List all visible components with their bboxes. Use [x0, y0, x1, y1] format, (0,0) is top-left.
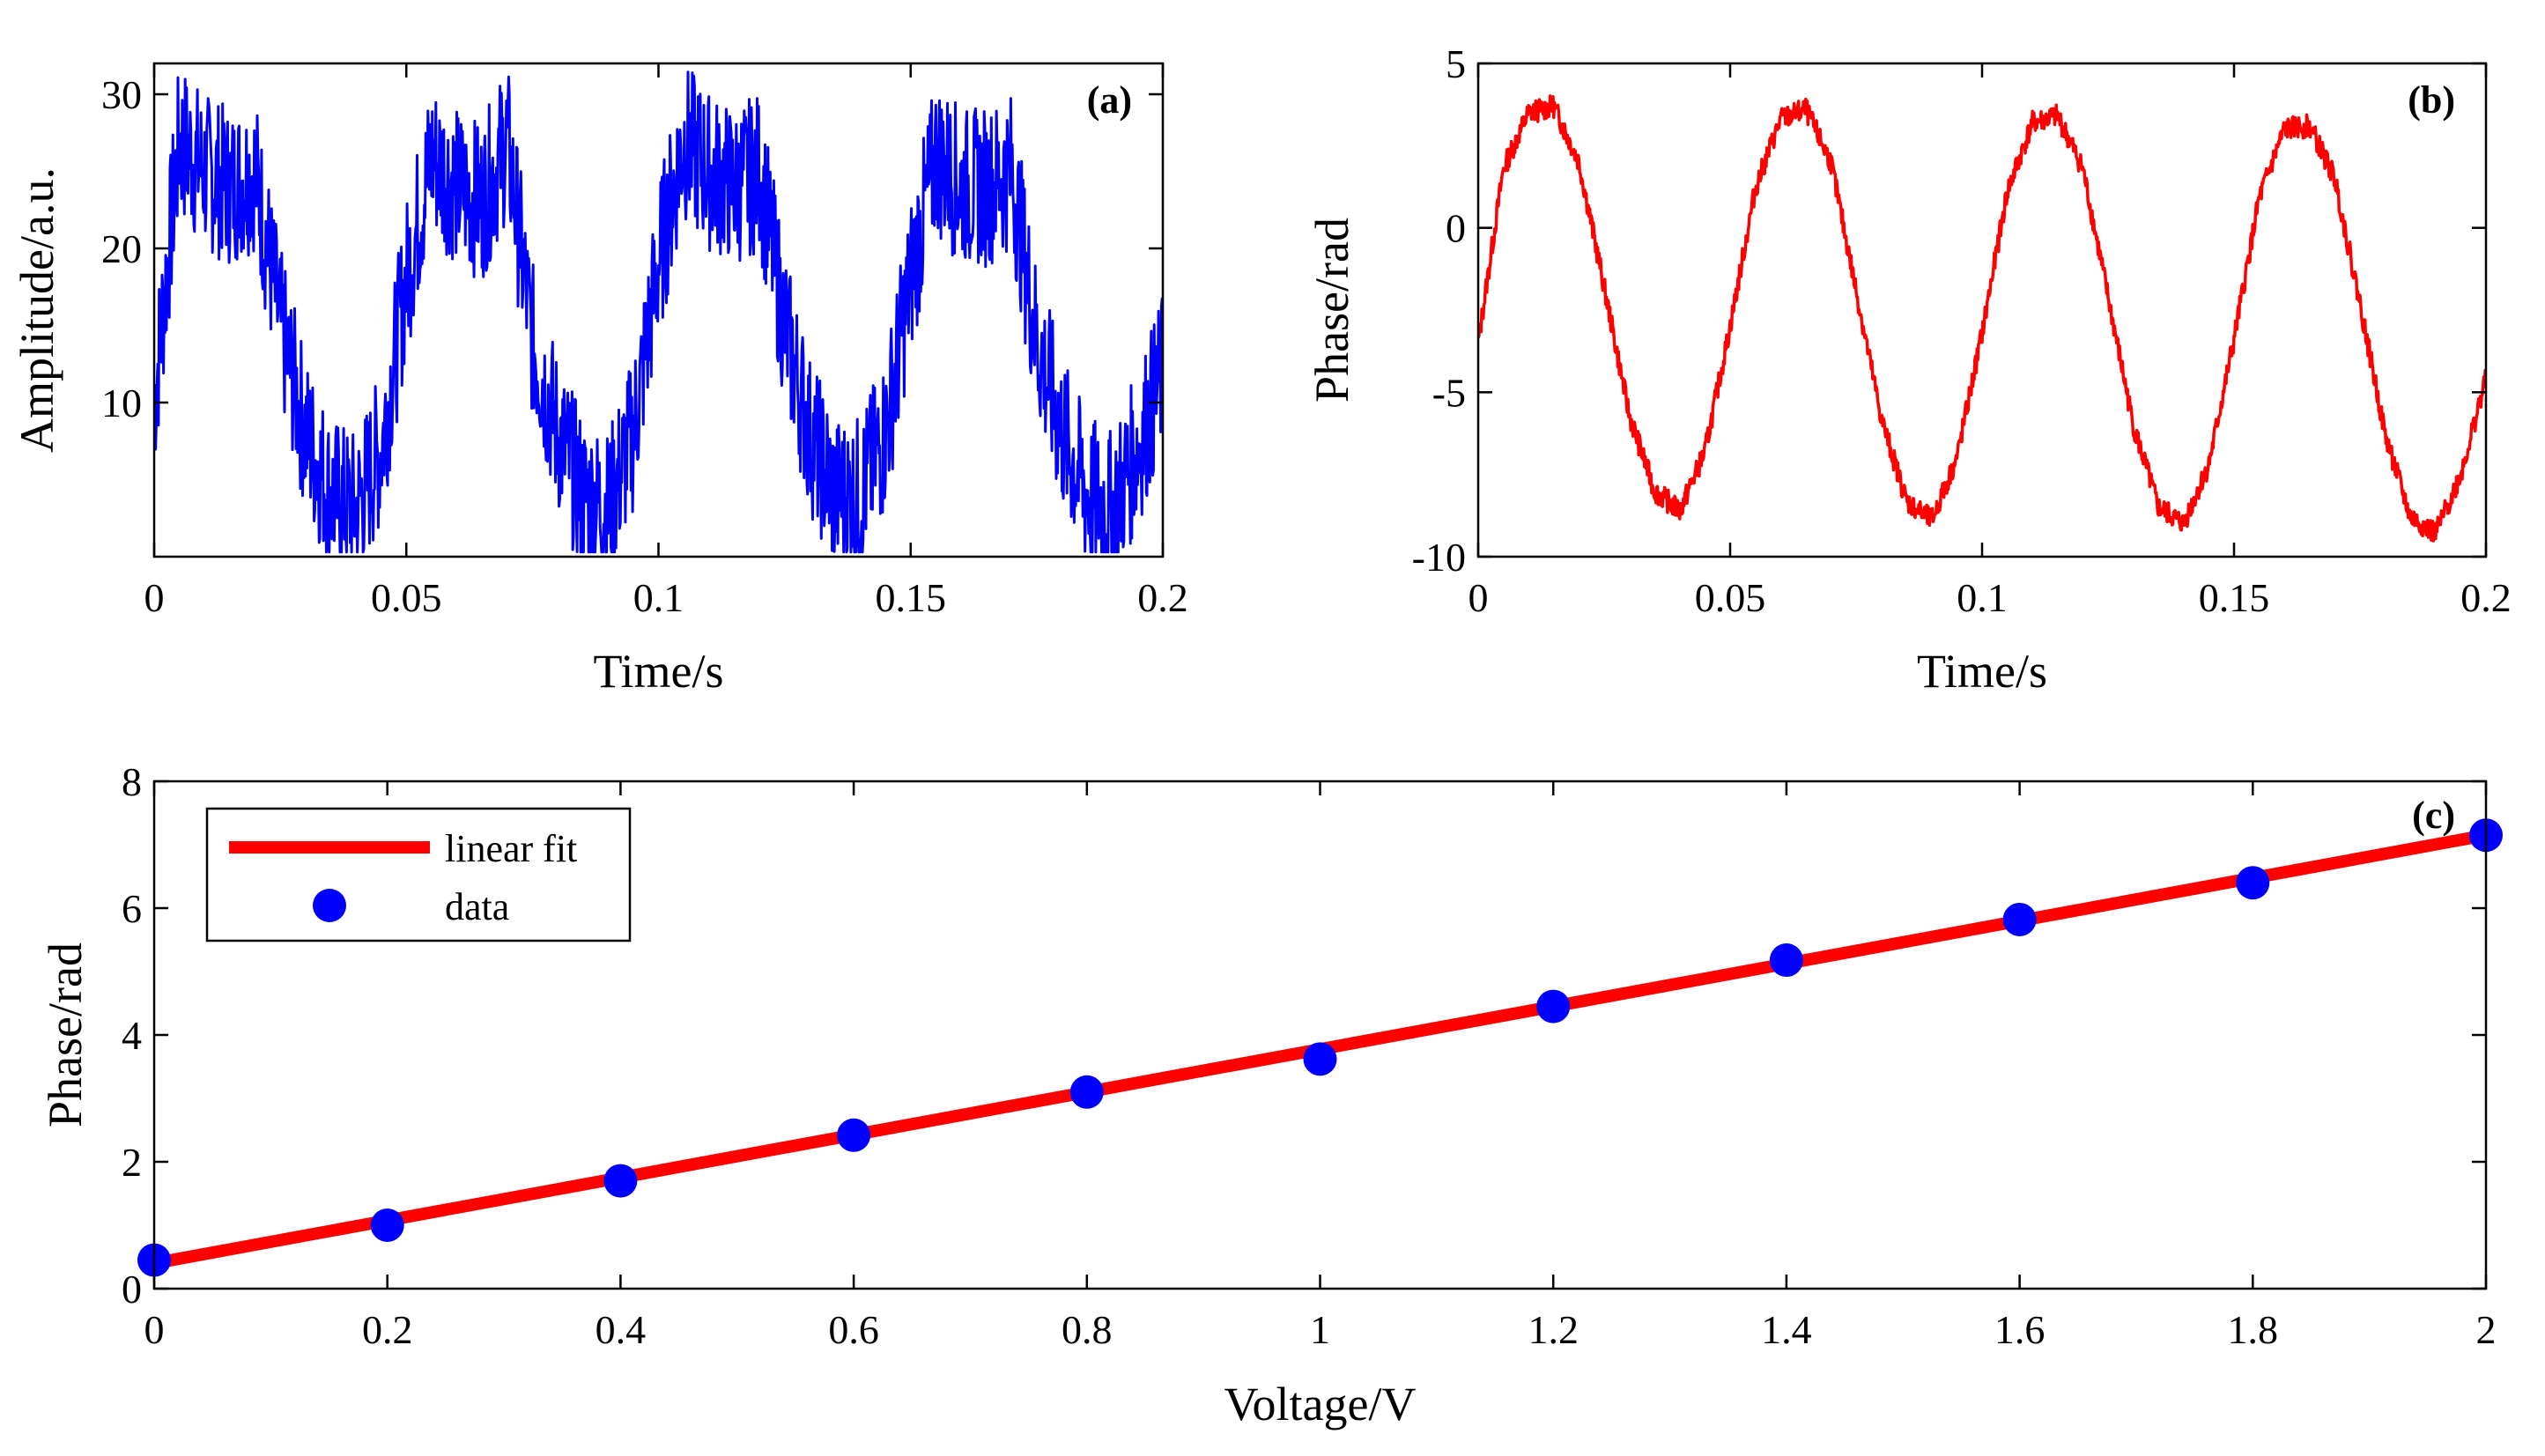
- x-tick-label: 1.2: [1528, 1307, 1579, 1352]
- x-axis-label: Time/s: [1917, 645, 2047, 698]
- y-tick-label: -5: [1432, 370, 1466, 415]
- y-tick-label: 8: [122, 759, 142, 804]
- data-point: [1769, 943, 1803, 978]
- x-tick-label: 0: [144, 575, 165, 620]
- x-tick-label: 0: [144, 1307, 165, 1352]
- y-tick-label: 4: [122, 1013, 142, 1058]
- legend: linear fit data: [205, 807, 632, 942]
- y-axis-label: Phase/rad: [1306, 218, 1358, 403]
- data-point: [1536, 989, 1571, 1024]
- x-axis-label: Time/s: [593, 645, 723, 698]
- x-tick-label: 0: [1469, 575, 1489, 620]
- axes-box-b: [1476, 62, 2488, 558]
- x-tick-label: 0.15: [2199, 575, 2270, 620]
- panel-label: (b): [2408, 78, 2455, 122]
- x-tick-label: 2: [2476, 1307, 2497, 1352]
- y-tick-label: -10: [1412, 535, 1466, 580]
- y-axis-label: Amplitude/a.u.: [11, 167, 63, 453]
- series-line-amplitude: [154, 70, 1163, 554]
- y-tick-label: 0: [1446, 206, 1466, 251]
- y-tick-label: 10: [101, 381, 142, 425]
- data-point: [1303, 1042, 1337, 1076]
- y-tick-label: 0: [122, 1267, 142, 1312]
- x-tick-label: 0.2: [1137, 575, 1188, 620]
- panel-label: (a): [1087, 78, 1132, 122]
- x-tick-label: 0.6: [828, 1307, 879, 1352]
- data-point: [2002, 902, 2037, 936]
- x-tick-label: 0.1: [633, 575, 684, 620]
- legend-label-linear-fit: linear fit: [445, 827, 577, 870]
- data-point: [1069, 1075, 1104, 1109]
- x-tick-label: 0.05: [371, 575, 442, 620]
- legend-box: [205, 807, 632, 942]
- x-tick-label: 0.8: [1062, 1307, 1113, 1352]
- x-tick-label: 1: [1310, 1307, 1330, 1352]
- x-axis-label: Voltage/V: [1224, 1378, 1417, 1430]
- x-tick-label: 1.6: [1994, 1307, 2046, 1352]
- legend-marker-icon: [313, 889, 346, 922]
- y-tick-label: 6: [122, 886, 142, 931]
- data-point: [2236, 866, 2270, 900]
- panel-b: 0 0.05 0.1 0.15 0.2 -10 -5 0 5 Time/s Phase/rad (b): [1306, 41, 2512, 698]
- y-axis-label: Phase/rad: [39, 942, 92, 1127]
- panel-c: 0 0.2 0.4 0.6 0.8 1 1.2 1.4 1.6 1.8 2 0 2 4 6 8 Voltage/…: [39, 759, 2503, 1430]
- x-tick-label: 0.1: [1957, 575, 2008, 620]
- data-point: [603, 1164, 638, 1198]
- x-tick-label: 0.2: [362, 1307, 413, 1352]
- x-tick-label: 0.4: [596, 1307, 647, 1352]
- data-point: [837, 1118, 871, 1152]
- legend-label-data: data: [445, 885, 509, 928]
- data-point: [370, 1208, 404, 1242]
- y-tick-label: 2: [122, 1140, 142, 1185]
- y-tick-label: 5: [1446, 41, 1466, 86]
- x-tick-label: 0.05: [1695, 575, 1766, 620]
- x-tick-label: 1.8: [2228, 1307, 2279, 1352]
- y-tick-label: 20: [101, 226, 142, 271]
- panel-a: 0 0.05 0.1 0.15 0.2 10 20 30 Time/s Amplitude/a.u…: [11, 62, 1188, 698]
- y-tick-label: 30: [101, 72, 142, 117]
- x-tick-label: 0.15: [876, 575, 947, 620]
- panel-label: (c): [2412, 794, 2455, 837]
- x-tick-label: 0.2: [2460, 575, 2512, 620]
- series-line-phase: [1478, 94, 2486, 543]
- x-tick-label: 1.4: [1761, 1307, 1812, 1352]
